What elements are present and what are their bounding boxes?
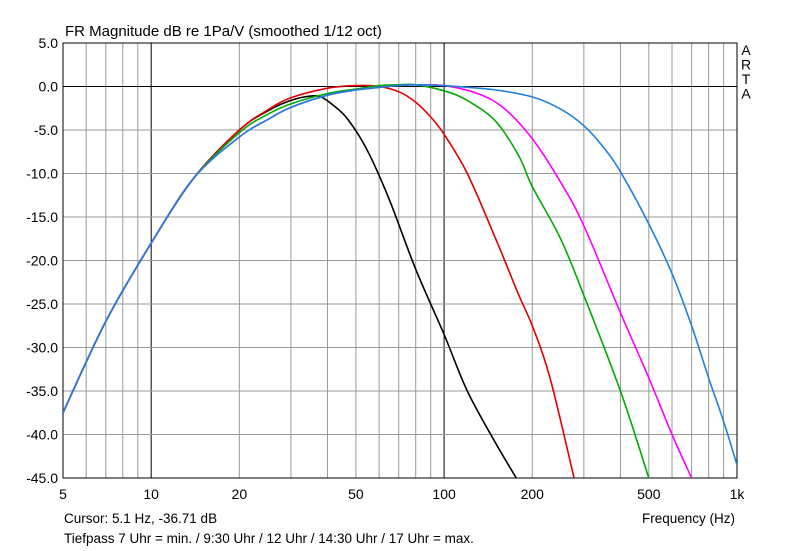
y-tick-label: 0.0 [39, 79, 59, 95]
y-tick-label: -45.0 [26, 470, 58, 486]
y-tick-label: -30.0 [26, 340, 58, 356]
x-tick-label: 100 [432, 486, 456, 502]
x-tick-label: 20 [232, 486, 248, 502]
series-line-2 [63, 84, 575, 478]
x-tick-label: 10 [143, 486, 159, 502]
y-tick-label: -25.0 [26, 296, 58, 312]
chart-grid [63, 43, 737, 478]
series-line-4 [63, 83, 693, 478]
y-tick-label: -15.0 [26, 209, 58, 225]
y-axis-tick-labels: 5.0 0.0 -5.0 -10.0 -15.0 -20.0 -25.0 -30.0 -35.0… [26, 35, 58, 486]
brand-letter: T [742, 71, 751, 87]
y-tick-label: -10.0 [26, 166, 58, 182]
brand-letter: R [741, 57, 751, 73]
x-tick-label: 50 [348, 486, 364, 502]
plot-frame [62, 42, 738, 479]
x-tick-label: 200 [521, 486, 545, 502]
x-axis-tick-labels: 5 10 20 50 100 200 500 1k [59, 486, 745, 502]
series-line-5 [63, 83, 737, 466]
brand-letter: A [741, 86, 751, 102]
x-axis-label: Frequency (Hz) [642, 511, 735, 526]
y-tick-label: -5.0 [34, 122, 58, 138]
y-tick-label: -40.0 [26, 427, 58, 443]
footer-note: Tiefpass 7 Uhr = min. / 9:30 Uhr / 12 Uh… [64, 531, 474, 546]
x-tick-label: 1k [730, 486, 746, 502]
y-tick-label: 5.0 [39, 35, 59, 51]
series-lines [63, 83, 737, 478]
y-tick-label: -35.0 [26, 383, 58, 399]
x-tick-label: 5 [59, 486, 67, 502]
chart-title: FR Magnitude dB re 1Pa/V (smoothed 1/12 … [65, 23, 382, 40]
cursor-readout: Cursor: 5.1 Hz, -36.71 dB [64, 511, 217, 526]
brand-letter: A [741, 42, 751, 58]
x-tick-label: 500 [637, 486, 661, 502]
y-tick-label: -20.0 [26, 253, 58, 269]
